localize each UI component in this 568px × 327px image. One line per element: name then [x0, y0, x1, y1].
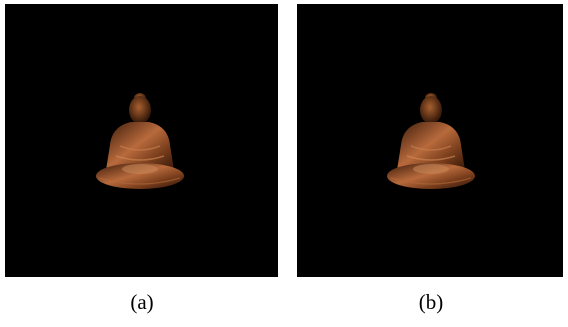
- panel-label: (a): [92, 290, 192, 315]
- figure: (a) (b): [0, 0, 568, 327]
- panel-label: (b): [381, 290, 481, 315]
- figure-images: [0, 0, 568, 327]
